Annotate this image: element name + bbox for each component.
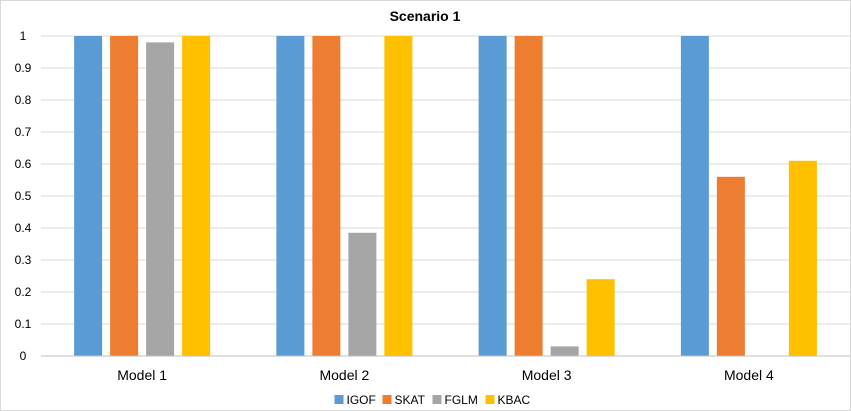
legend-label: SKAT — [395, 393, 426, 407]
bar-kbac-model-3 — [586, 279, 615, 356]
legend-item-kbac: KBAC — [485, 393, 531, 407]
bar-skat-model-4 — [716, 176, 745, 356]
x-category-label: Model 1 — [117, 367, 167, 383]
bar-igof-model-1 — [74, 36, 103, 356]
bar-igof-model-3 — [478, 36, 507, 356]
legend-swatch — [334, 395, 344, 404]
legend-swatch — [432, 395, 442, 404]
bar-kbac-model-4 — [788, 160, 817, 356]
y-tick-label: 0.2 — [15, 285, 32, 299]
legend: IGOF SKAT FGLM KBAC — [334, 393, 531, 407]
bar-kbac-model-2 — [384, 36, 413, 356]
legend-label: IGOF — [347, 393, 376, 407]
x-category-label: Model 4 — [724, 367, 774, 383]
y-tick-label: 0 — [20, 349, 27, 363]
legend-swatch — [485, 395, 495, 404]
bar-skat-model-1 — [110, 36, 139, 356]
legend-label: FGLM — [445, 393, 478, 407]
bar-fglm-model-1 — [146, 42, 175, 357]
y-tick-label: 1 — [20, 29, 27, 43]
legend-item-igof: IGOF — [334, 393, 376, 407]
bars — [74, 36, 817, 357]
x-category-label: Model 2 — [319, 367, 369, 383]
x-axis-category-labels: Model 1 Model 2 Model 3 Model 4 — [117, 367, 774, 383]
bar-fglm-model-3 — [550, 346, 579, 356]
y-tick-label: 0.8 — [15, 93, 32, 107]
legend-item-fglm: FGLM — [432, 393, 478, 407]
legend-label: KBAC — [498, 393, 531, 407]
legend-swatch — [382, 395, 392, 404]
y-tick-label: 0.6 — [15, 157, 32, 171]
y-axis-tick-labels: 0 0.1 0.2 0.3 0.4 0.5 0.6 0.7 0.8 0.9 1 — [15, 29, 32, 363]
chart-title: Scenario 1 — [390, 8, 461, 24]
gridlines — [41, 35, 850, 325]
x-category-label: Model 3 — [522, 367, 572, 383]
legend-item-skat: SKAT — [382, 393, 426, 407]
bar-kbac-model-1 — [182, 36, 211, 356]
bar-igof-model-4 — [680, 36, 709, 356]
y-tick-label: 0.5 — [15, 189, 32, 203]
y-tick-label: 0.3 — [15, 253, 32, 267]
bar-fglm-model-2 — [348, 232, 377, 356]
bar-igof-model-2 — [276, 36, 305, 356]
y-tick-label: 0.1 — [15, 317, 32, 331]
bar-skat-model-3 — [514, 36, 543, 356]
y-tick-label: 0.9 — [15, 61, 32, 75]
y-tick-label: 0.7 — [15, 125, 32, 139]
bar-skat-model-2 — [312, 36, 341, 356]
y-tick-label: 0.4 — [15, 221, 32, 235]
